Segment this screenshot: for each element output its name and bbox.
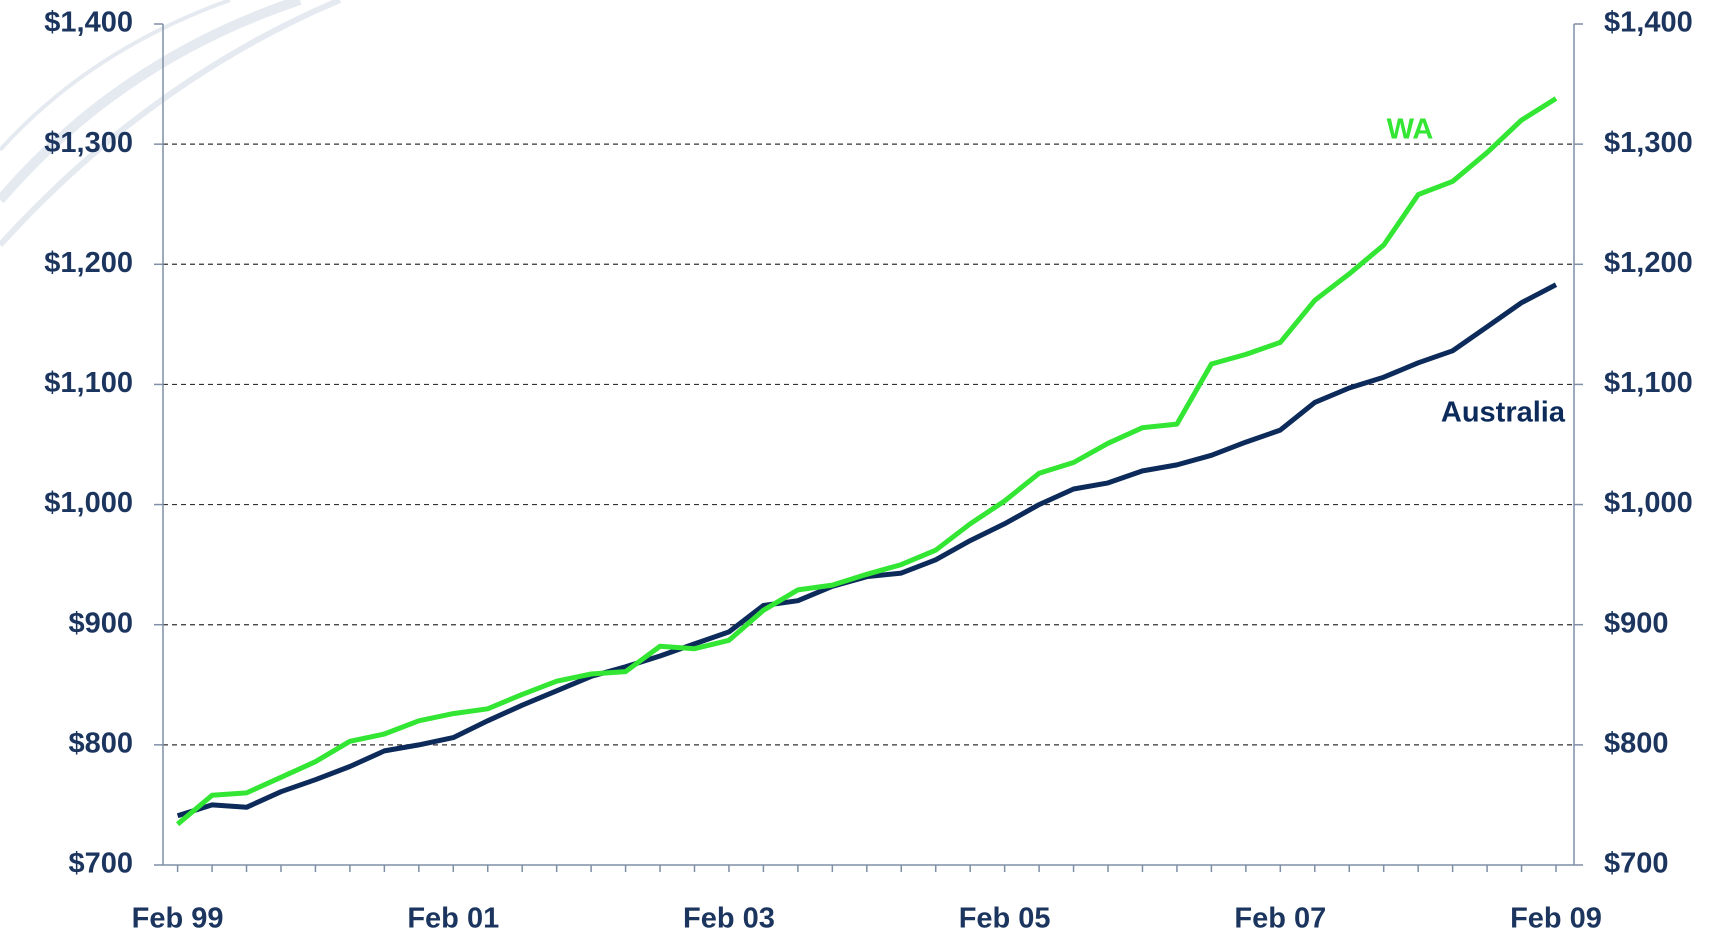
y2-tick-label: $1,300 — [1604, 127, 1693, 159]
y2-tick-label: $1,400 — [1604, 7, 1693, 39]
y2-tick-label: $700 — [1604, 848, 1669, 880]
x-tick-label: Feb 01 — [407, 903, 499, 934]
x-tick-label: Feb 09 — [1510, 903, 1602, 934]
y2-tick-label: $1,100 — [1604, 367, 1693, 399]
x-tick-label: Feb 07 — [1234, 903, 1326, 934]
series-line — [175, 96, 1558, 827]
background-decoration — [0, 0, 342, 248]
y-tick-label: $1,200 — [44, 247, 133, 279]
y-tick-label: $1,400 — [44, 7, 133, 39]
x-tick-label: Feb 05 — [959, 903, 1051, 934]
x-tick-label: Feb 99 — [132, 903, 224, 934]
y-tick-label: $1,300 — [44, 127, 133, 159]
y-tick-label: $700 — [68, 848, 133, 880]
y-tick-label: $1,000 — [44, 487, 133, 519]
y2-tick-label: $800 — [1604, 728, 1669, 760]
y2-tick-label: $1,200 — [1604, 247, 1693, 279]
y-tick-label: $900 — [68, 607, 133, 639]
y2-tick-label: $900 — [1604, 607, 1669, 639]
y-tick-label: $1,100 — [44, 367, 133, 399]
y2-tick-label: $1,000 — [1604, 487, 1693, 519]
y-tick-label: $800 — [68, 728, 133, 760]
series-label: WA — [1387, 114, 1434, 146]
series-label: Australia — [1441, 397, 1566, 429]
x-tick-label: Feb 03 — [683, 903, 775, 934]
